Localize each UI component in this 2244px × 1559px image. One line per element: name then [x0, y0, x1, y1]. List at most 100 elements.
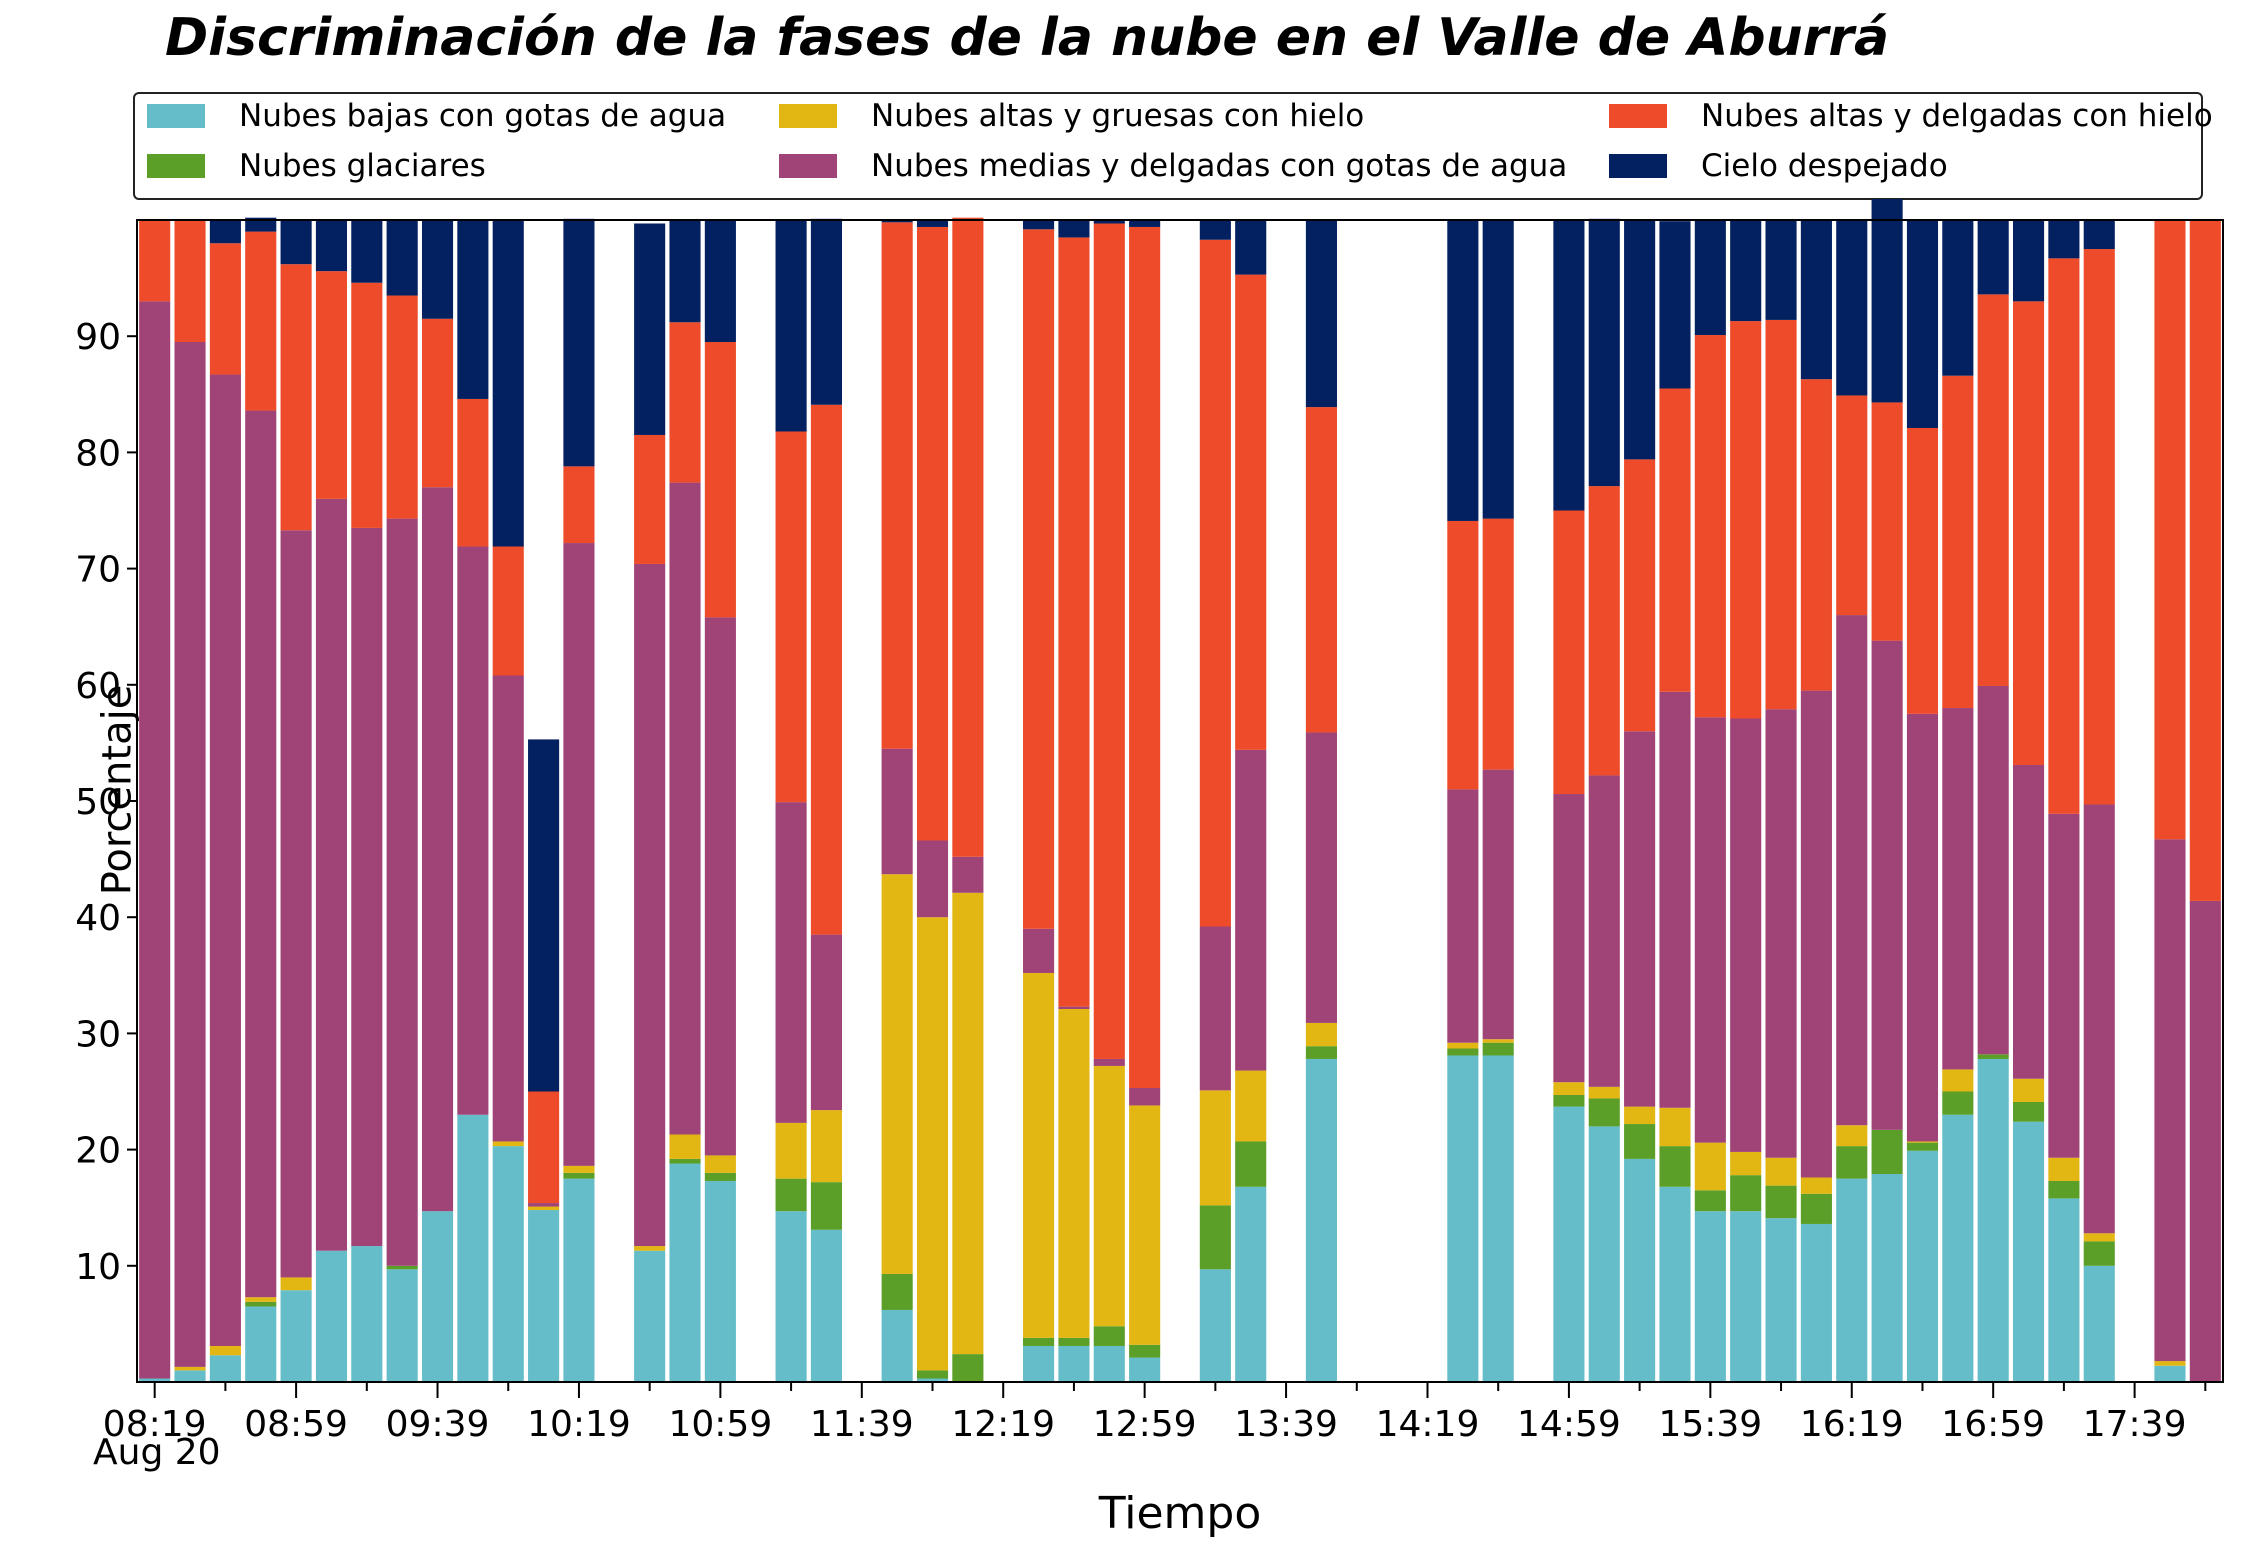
bar-segment-3: [704, 617, 736, 1156]
bar-segment-4: [2154, 220, 2186, 840]
bar-segment-3: [1482, 769, 1514, 1040]
bar-segment-3: [1129, 1088, 1161, 1106]
bar-segment-4: [1058, 237, 1090, 1007]
bar-segment-1: [2012, 1101, 2045, 1122]
bar-segment-2: [704, 1155, 736, 1173]
x-tick-label: 09:39: [386, 1404, 490, 1445]
bar-segment-1: [1199, 1205, 1231, 1270]
x-tick-label: 10:59: [668, 1404, 772, 1445]
legend-item-nubes-bajas: Nubes bajas con gotas de agua: [147, 98, 726, 134]
bar-segment-4: [775, 431, 807, 803]
bar-segment-2: [1694, 1142, 1726, 1191]
bar-segment-3: [1447, 789, 1479, 1043]
bar-segment-1: [1588, 1098, 1620, 1127]
bar-segment-2: [528, 1206, 560, 1211]
bar-segment-1: [775, 1178, 807, 1212]
bar-segment-1: [916, 1370, 949, 1379]
legend-swatch: [779, 154, 837, 178]
bar-segment-5: [1023, 220, 1055, 230]
bar-segment-0: [916, 1378, 949, 1382]
bar-segment-1: [881, 1273, 913, 1310]
bar-segment-3: [2189, 900, 2221, 1382]
bar-segment-1: [386, 1265, 418, 1270]
bar-segment-5: [1235, 220, 1267, 275]
bar-segment-5: [457, 220, 489, 399]
bar-segment-3: [2154, 839, 2186, 1362]
y-tick-label: 30: [75, 1014, 121, 1055]
y-tick-label: 20: [75, 1131, 121, 1172]
bar-segment-3: [2012, 764, 2045, 1079]
bar-segment-2: [280, 1277, 312, 1291]
bar-segment-4: [1588, 486, 1620, 776]
bar-segment-0: [492, 1146, 524, 1382]
bar-segment-3: [245, 410, 277, 1298]
bar-segment-5: [1129, 220, 1161, 227]
legend-swatch: [779, 104, 837, 128]
bar-segment-4: [2083, 249, 2115, 805]
bar-segment-2: [1129, 1105, 1161, 1345]
bar-segment-3: [916, 840, 949, 918]
legend-item-nubes-medias: Nubes medias y delgadas con gotas de agu…: [779, 148, 1567, 184]
x-tick-label: 12:19: [951, 1404, 1055, 1445]
bar-segment-4: [1553, 510, 1585, 795]
bar-segment-4: [1305, 407, 1337, 733]
bar-segment-2: [1305, 1022, 1337, 1047]
bar-segment-4: [351, 282, 383, 528]
bar-segment-4: [386, 295, 418, 519]
bar-segment-4: [1093, 223, 1125, 1059]
bar-segment-5: [1765, 220, 1797, 320]
legend-item-cielo-despejado: Cielo despejado: [1609, 148, 1948, 184]
bar-segment-2: [245, 1297, 277, 1302]
bar-segment-2: [1447, 1042, 1479, 1049]
bar-segment-2: [1093, 1065, 1125, 1327]
y-tick-label: 50: [75, 782, 121, 823]
bar-segment-0: [1588, 1126, 1620, 1382]
legend-swatch: [1609, 104, 1667, 128]
bar-segment-4: [280, 264, 312, 531]
bar-segment-4: [1694, 335, 1726, 718]
x-tick-label: 14:59: [1517, 1404, 1621, 1445]
legend-label: Nubes altas y delgadas con hielo: [1701, 98, 2213, 134]
bar-segment-4: [881, 222, 913, 749]
bar-segment-0: [1871, 1174, 1903, 1382]
bar-segment-5: [1836, 220, 1868, 396]
bar-segment-0: [245, 1306, 277, 1382]
bar-segment-3: [952, 856, 984, 893]
bar-segment-3: [139, 301, 171, 1379]
legend-item-nubes-altas-gruesas: Nubes altas y gruesas con hielo: [779, 98, 1364, 134]
bar-segment-5: [810, 218, 842, 405]
bar-segment-0: [2048, 1198, 2080, 1382]
bar-segment-3: [1836, 615, 1868, 1126]
bar-segment-1: [1235, 1141, 1267, 1187]
bar-segment-2: [775, 1122, 807, 1179]
bar-segment-3: [1588, 775, 1620, 1087]
bar-segment-5: [1977, 220, 2009, 295]
bar-segment-5: [1588, 218, 1620, 487]
bar-segment-1: [1694, 1190, 1726, 1212]
bar-segment-4: [209, 243, 241, 375]
bar-segment-4: [1730, 321, 1762, 719]
bar-segment-0: [1694, 1211, 1726, 1382]
bar-segment-3: [1765, 709, 1797, 1158]
bar-segment-2: [810, 1110, 842, 1183]
bar-segment-4: [245, 231, 277, 411]
legend-item-nubes-glaciares: Nubes glaciares: [147, 148, 486, 184]
bar-segment-4: [952, 217, 984, 857]
bar-segment-4: [421, 318, 454, 488]
bar-segment-2: [1659, 1107, 1691, 1147]
bar-segment-3: [1553, 794, 1585, 1083]
bar-segment-3: [2048, 813, 2080, 1158]
bar-segment-2: [881, 874, 913, 1274]
bar-segment-3: [1093, 1058, 1125, 1066]
y-axis-label: Porcentaje: [94, 684, 141, 896]
bar-segment-2: [563, 1165, 595, 1173]
legend: Nubes bajas con gotas de agua Nubes glac…: [133, 92, 2213, 200]
bar-segment-2: [1588, 1086, 1620, 1099]
bar-segment-2: [1199, 1090, 1231, 1206]
x-tick-label: 08:59: [244, 1404, 348, 1445]
bar-segment-3: [209, 374, 241, 1346]
bar-segment-5: [1730, 220, 1762, 322]
x-tick-label: 12:59: [1093, 1404, 1197, 1445]
bar-segment-0: [1305, 1058, 1337, 1382]
bar-segment-3: [1023, 928, 1055, 973]
